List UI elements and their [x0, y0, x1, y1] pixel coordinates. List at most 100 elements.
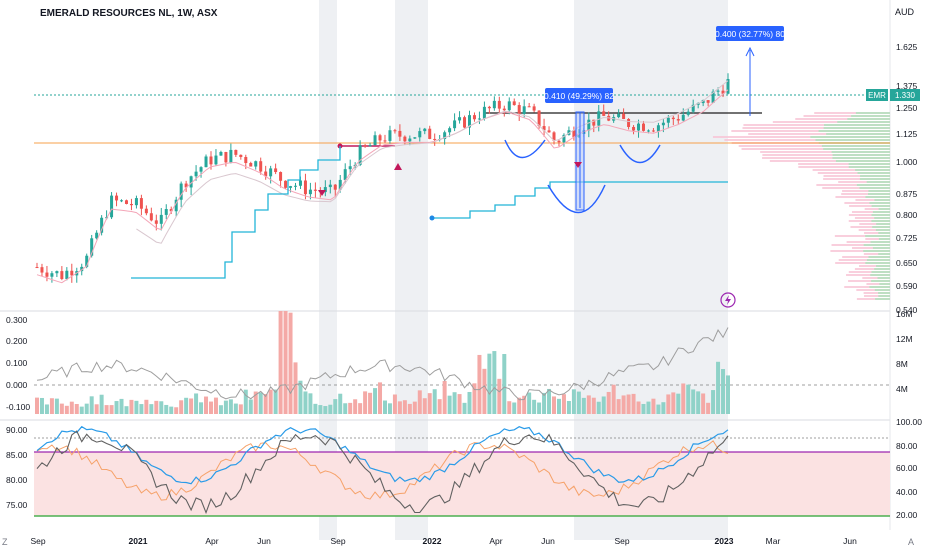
- volume-bar: [154, 400, 159, 414]
- volume-bar: [626, 394, 631, 414]
- profile-bar-up: [860, 175, 890, 177]
- volume-bar: [601, 396, 606, 414]
- candle-body: [477, 118, 481, 120]
- oscillator-tick-label: 0.300: [6, 315, 28, 325]
- candle-body: [393, 130, 397, 132]
- candle-body: [115, 195, 119, 201]
- profile-bar: [844, 286, 890, 288]
- candle-body: [204, 156, 208, 168]
- volume-bar: [223, 400, 228, 414]
- volume-bar: [492, 351, 497, 414]
- candle-body: [428, 128, 432, 139]
- volume-bar: [348, 402, 353, 414]
- candle-body: [681, 114, 685, 121]
- volume-bar: [44, 404, 49, 414]
- volume-bar: [278, 311, 283, 414]
- profile-bar: [848, 280, 890, 282]
- profile-bar-up: [876, 223, 890, 225]
- candle-body: [691, 104, 695, 112]
- profile-bar: [864, 295, 890, 297]
- volume-bar: [144, 399, 149, 414]
- volume-bar: [104, 405, 109, 414]
- time-axis[interactable]: Sep 2021 Apr Jun Sep 2022 Apr Jun Sep 2023 Mar Jun: [30, 536, 857, 546]
- candle-body: [164, 209, 168, 215]
- candle-body: [55, 271, 59, 274]
- time-tick-label: Apr: [205, 536, 218, 546]
- profile-bar: [748, 133, 890, 135]
- volume-bar: [457, 394, 462, 414]
- lightning-icon[interactable]: [720, 292, 736, 308]
- volume-bar: [184, 397, 189, 414]
- volume-bar: [696, 391, 701, 414]
- volume-bar: [263, 394, 268, 414]
- rsi-band: [34, 452, 890, 516]
- volume-bar: [641, 403, 646, 414]
- volume-bar: [517, 397, 522, 414]
- profile-bar: [831, 244, 890, 246]
- profile-bar: [798, 166, 890, 168]
- rsi-right-axis[interactable]: 100.00 80.00 60.00 40.00 20.00: [896, 417, 922, 520]
- volume-bar: [561, 394, 566, 414]
- volume-bar: [542, 392, 547, 414]
- volume-bar: [283, 311, 288, 414]
- profile-bar: [851, 211, 890, 213]
- volume-axis[interactable]: 16M 12M 8M 4M: [896, 309, 913, 394]
- profile-bar-up: [851, 115, 890, 117]
- candle-body: [184, 183, 188, 188]
- volume-bar: [318, 405, 323, 414]
- candle-body: [294, 185, 298, 187]
- volume-tick-label: 12M: [896, 334, 913, 344]
- price-tick-label: 1.125: [896, 129, 918, 139]
- volume-bar: [726, 375, 730, 414]
- oscillator-axis[interactable]: 0.300 0.200 0.100 0.000 -0.100: [6, 315, 30, 412]
- measure-label: 0.400 (32.77%) 80: [715, 29, 785, 39]
- volume-bar: [631, 393, 636, 414]
- profile-bar: [854, 217, 890, 219]
- volume-bar: [119, 398, 124, 414]
- volume-bar: [686, 384, 691, 414]
- candle-body: [328, 184, 332, 188]
- price-tag: [890, 89, 920, 101]
- volume-bar: [482, 368, 487, 414]
- profile-bar-up: [875, 298, 890, 300]
- volume-bar: [412, 401, 417, 414]
- sell-marker: [318, 190, 326, 196]
- volume-bar: [566, 400, 571, 414]
- price-axis[interactable]: 1.625 1.375 1.250 1.125 1.000 0.875 0.800 0.725…: [896, 42, 918, 315]
- volume-bar: [606, 391, 611, 414]
- moving-average-long: [136, 80, 729, 244]
- volume-bar: [199, 402, 204, 414]
- candle-body: [472, 115, 476, 120]
- volume-bar: [581, 397, 586, 414]
- profile-bar: [849, 205, 890, 207]
- volume-bar: [427, 393, 432, 414]
- candle-body: [169, 209, 173, 212]
- volume-bar: [353, 399, 358, 414]
- sell-marker: [574, 162, 582, 168]
- volume-bar: [84, 403, 89, 414]
- candle-body: [234, 149, 238, 155]
- profile-bar-up: [823, 127, 890, 129]
- profile-bar: [712, 136, 890, 138]
- corner-label-right[interactable]: A: [908, 537, 914, 547]
- volume-bar: [253, 391, 258, 414]
- profile-bar: [846, 241, 890, 243]
- volume-bar: [333, 399, 338, 414]
- oscillator-tick-label: 0.000: [6, 380, 28, 390]
- profile-bar-up: [859, 187, 890, 189]
- price-pane: 0.410 (49.29%) 82 0.400 (32.77%) 80: [34, 26, 890, 308]
- candle-body: [572, 130, 576, 138]
- candle-body: [159, 214, 163, 224]
- volume-bar: [522, 395, 527, 414]
- profile-bar: [852, 247, 890, 249]
- corner-label-left: Z: [2, 537, 8, 547]
- candle-body: [209, 156, 213, 165]
- profile-bar: [838, 181, 890, 183]
- profile-bar: [817, 172, 890, 174]
- volume-bar: [656, 404, 661, 414]
- profile-bar: [848, 271, 890, 273]
- rsi-left-axis[interactable]: 90.00 85.00 80.00 75.00: [6, 425, 28, 510]
- candle-body: [134, 198, 138, 206]
- profile-bar-up: [848, 166, 890, 168]
